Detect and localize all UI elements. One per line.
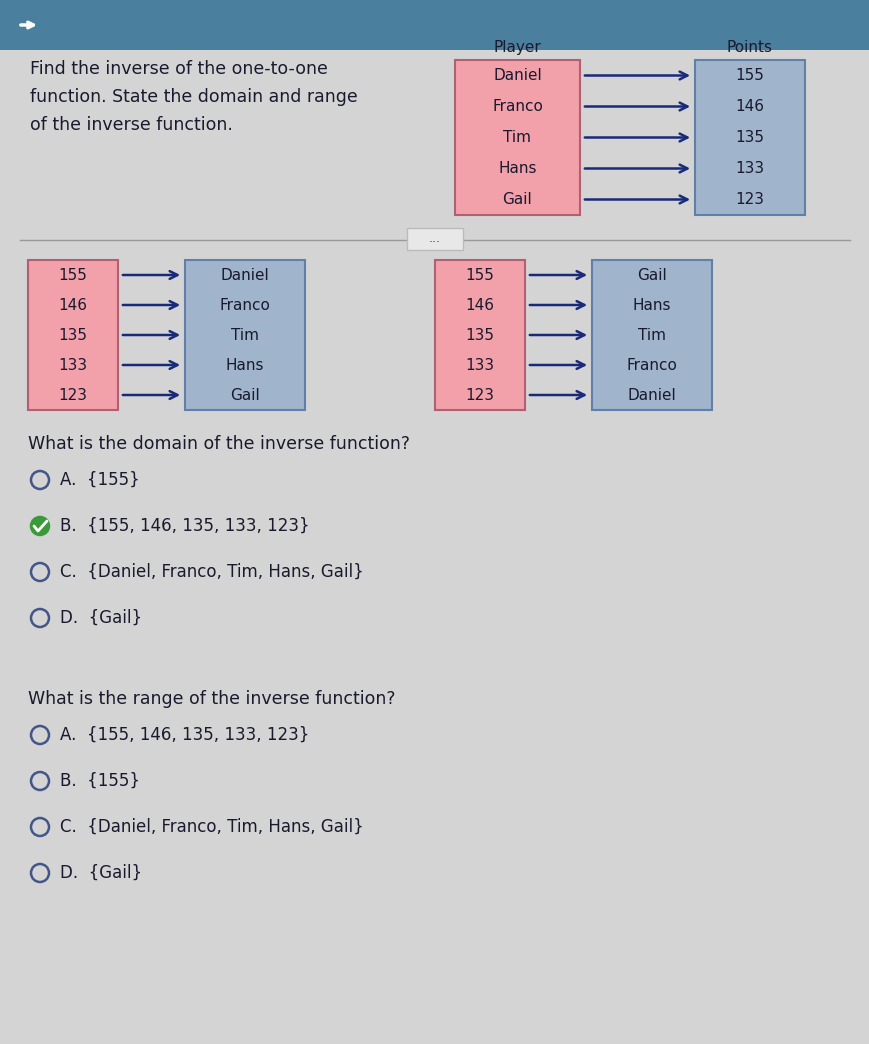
Text: Tim: Tim [503, 130, 531, 145]
Text: 133: 133 [734, 161, 764, 176]
Bar [591, 260, 711, 410]
Text: Franco: Franco [626, 357, 677, 373]
Text: Points: Points [726, 40, 773, 55]
Text: 135: 135 [58, 328, 88, 342]
Text: 146: 146 [58, 298, 88, 312]
Text: A.  {155}: A. {155} [60, 471, 140, 489]
Circle shape [31, 517, 49, 535]
Text: C.  {Daniel, Franco, Tim, Hans, Gail}: C. {Daniel, Franco, Tim, Hans, Gail} [60, 818, 363, 836]
Bar [454, 60, 580, 215]
Text: 135: 135 [465, 328, 494, 342]
Text: 155: 155 [58, 267, 88, 283]
Text: 135: 135 [734, 130, 764, 145]
Text: A.  {155, 146, 135, 133, 123}: A. {155, 146, 135, 133, 123} [60, 726, 309, 744]
Text: Tim: Tim [637, 328, 666, 342]
Text: D.  {Gail}: D. {Gail} [60, 864, 142, 882]
Bar [694, 60, 804, 215]
Text: 133: 133 [465, 357, 494, 373]
Text: Gail: Gail [502, 192, 532, 207]
Text: What is the domain of the inverse function?: What is the domain of the inverse functi… [28, 435, 409, 453]
Bar [185, 260, 305, 410]
Text: Hans: Hans [632, 298, 671, 312]
Text: 155: 155 [465, 267, 494, 283]
Text: B.  {155, 146, 135, 133, 123}: B. {155, 146, 135, 133, 123} [60, 517, 309, 535]
Text: Hans: Hans [225, 357, 264, 373]
Text: Find the inverse of the one-to-one
function. State the domain and range
of the i: Find the inverse of the one-to-one funct… [30, 60, 357, 134]
Text: Daniel: Daniel [221, 267, 269, 283]
Text: Gail: Gail [230, 387, 260, 403]
Bar [434, 260, 524, 410]
Text: 123: 123 [465, 387, 494, 403]
Text: 133: 133 [58, 357, 88, 373]
Text: Daniel: Daniel [627, 387, 675, 403]
Text: Franco: Franco [492, 99, 542, 114]
Text: 123: 123 [58, 387, 88, 403]
Text: B.  {155}: B. {155} [60, 772, 140, 790]
Text: ...: ... [428, 233, 441, 245]
Text: 146: 146 [465, 298, 494, 312]
Text: Gail: Gail [636, 267, 667, 283]
Bar [0, 0, 869, 50]
Text: Player: Player [493, 40, 541, 55]
Text: D.  {Gail}: D. {Gail} [60, 609, 142, 627]
Bar [407, 228, 462, 250]
Bar [28, 260, 118, 410]
Text: What is the range of the inverse function?: What is the range of the inverse functio… [28, 690, 395, 708]
Text: Tim: Tim [231, 328, 259, 342]
Text: Daniel: Daniel [493, 68, 541, 84]
Text: 155: 155 [734, 68, 764, 84]
Text: 146: 146 [734, 99, 764, 114]
Text: 123: 123 [734, 192, 764, 207]
Text: C.  {Daniel, Franco, Tim, Hans, Gail}: C. {Daniel, Franco, Tim, Hans, Gail} [60, 563, 363, 582]
Text: Franco: Franco [219, 298, 270, 312]
Text: Hans: Hans [498, 161, 536, 176]
